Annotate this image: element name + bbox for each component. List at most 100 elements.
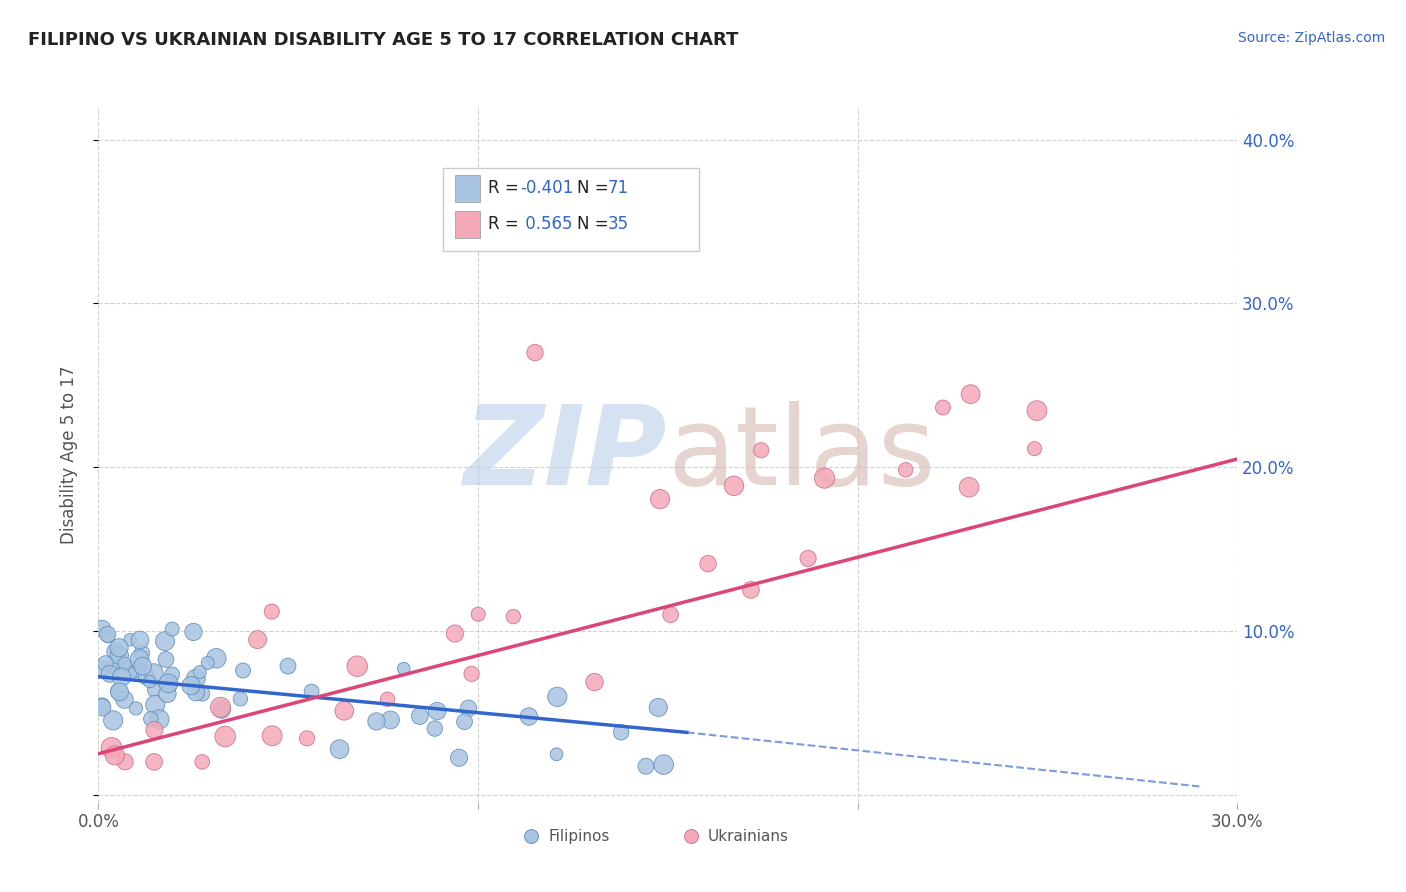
Point [108,640,131,655]
Point [184,685,207,699]
Point [120,632,142,647]
Point [101,659,124,673]
Point [108,648,131,663]
Text: R =: R = [488,179,524,197]
Text: -0.401: -0.401 [520,179,574,197]
Text: 35: 35 [607,216,628,234]
Point [583,675,606,690]
Point [260,605,283,619]
Point [1025,403,1047,417]
Point [153,634,176,648]
Point [346,659,368,673]
Text: N =: N = [576,179,613,197]
Text: Ukrainians: Ukrainians [707,829,789,844]
Point [659,607,682,622]
Point [295,731,318,746]
Point [333,704,356,718]
Point [100,740,122,755]
Point [104,748,127,763]
Point [138,674,160,689]
Point [110,670,132,684]
Point [101,714,124,728]
Point [426,704,449,718]
Point [197,656,219,670]
Point [125,701,148,715]
Point [546,747,568,762]
Point [262,729,284,743]
Point [143,698,166,712]
Point [502,609,524,624]
Text: 0.565: 0.565 [520,216,572,234]
Point [91,662,114,676]
Point [959,387,981,401]
Point [191,755,214,769]
Point [894,463,917,477]
Point [155,652,177,666]
Point [114,692,136,706]
Point [723,479,745,493]
Point [91,700,114,714]
Point [125,662,148,676]
Point [91,698,114,713]
Point [232,664,254,678]
Point [156,687,179,701]
Point [366,714,388,729]
Point [132,659,155,673]
Point [188,665,211,679]
Point [143,682,166,697]
Point [380,713,402,727]
Point [957,480,980,494]
Point [246,632,269,647]
Point [129,632,152,647]
Point [377,692,399,706]
Point [457,701,479,715]
Point [449,750,471,764]
Text: N =: N = [576,216,613,234]
Point [277,659,299,673]
Point [697,557,720,571]
Text: Filipinos: Filipinos [548,829,610,844]
Point [211,703,233,717]
Text: Source: ZipAtlas.com: Source: ZipAtlas.com [1237,31,1385,45]
Point [91,622,114,636]
Y-axis label: Disability Age 5 to 17: Disability Age 5 to 17 [59,366,77,544]
Point [108,685,131,699]
Point [749,443,772,458]
Point [647,700,669,714]
Point [104,645,127,659]
Point [392,662,415,676]
Point [97,630,120,644]
Point [94,657,117,671]
Point [131,646,153,660]
Point [813,471,835,485]
Point [160,667,183,681]
Point [143,755,166,769]
Point [524,345,547,359]
Point [229,692,252,706]
Text: FILIPINO VS UKRAINIAN DISABILITY AGE 5 TO 17 CORRELATION CHART: FILIPINO VS UKRAINIAN DISABILITY AGE 5 T… [28,31,738,49]
Point [460,666,482,681]
Point [209,700,232,714]
Point [157,676,180,690]
Point [652,757,675,772]
Point [191,687,214,701]
Point [183,624,205,639]
Point [107,684,129,698]
Point [301,684,323,698]
Point [143,723,166,737]
Point [517,709,540,723]
Point [444,626,467,640]
Point [409,709,432,723]
Point [157,678,180,692]
Point [97,627,120,641]
Point [648,492,671,507]
Point [467,607,489,622]
Point [453,714,475,729]
Point [120,666,142,681]
Point [797,551,820,566]
Point [160,622,183,636]
Point [1024,442,1046,456]
Point [205,651,228,665]
Point [423,722,446,736]
Point [139,712,162,726]
